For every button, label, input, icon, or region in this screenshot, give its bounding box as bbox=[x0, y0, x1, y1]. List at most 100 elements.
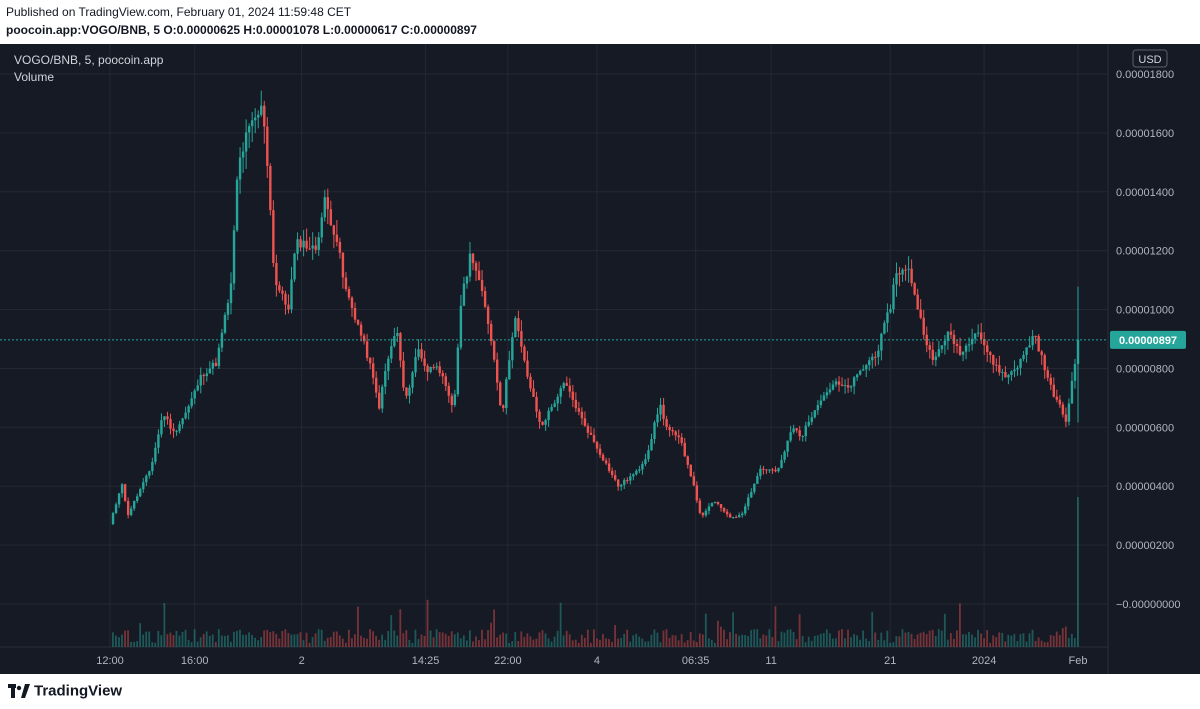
volume-bar bbox=[121, 634, 123, 647]
volume-bar bbox=[187, 639, 190, 647]
candle-body bbox=[226, 303, 230, 315]
candle-body bbox=[880, 333, 883, 351]
volume-bar bbox=[738, 635, 740, 647]
volume-bar bbox=[931, 629, 934, 647]
candle-body bbox=[883, 322, 886, 334]
volume-bar bbox=[928, 630, 931, 647]
volume-bar bbox=[535, 638, 538, 647]
candle-body bbox=[580, 411, 584, 419]
candle-body bbox=[940, 345, 944, 350]
candle-body bbox=[638, 469, 641, 471]
candle-body bbox=[477, 270, 481, 280]
candle-body bbox=[396, 332, 399, 337]
volume-bar bbox=[710, 639, 713, 647]
candle-body bbox=[326, 197, 329, 210]
volume-bar bbox=[992, 635, 995, 647]
candle-body bbox=[686, 456, 689, 465]
volume-bar bbox=[1070, 633, 1073, 647]
volume-bar bbox=[124, 630, 126, 647]
candle-body bbox=[722, 508, 726, 512]
candle-body bbox=[532, 388, 535, 397]
candle-body bbox=[831, 384, 835, 390]
volume-bar bbox=[169, 632, 172, 647]
candle-body bbox=[904, 269, 907, 271]
candle-body bbox=[375, 377, 378, 393]
volume-bar bbox=[937, 629, 940, 647]
candle-body bbox=[980, 332, 983, 340]
x-tick-label: 16:00 bbox=[181, 655, 209, 667]
volume-bar bbox=[118, 637, 120, 647]
candle-body bbox=[919, 309, 922, 318]
currency-badge[interactable] bbox=[1132, 49, 1168, 68]
volume-bar bbox=[726, 639, 728, 647]
candle-body bbox=[196, 385, 199, 391]
candle-body bbox=[136, 496, 139, 501]
candle-body bbox=[139, 489, 142, 497]
volume-bar bbox=[904, 632, 907, 647]
volume-bar bbox=[1073, 638, 1076, 647]
candle-body bbox=[937, 349, 941, 357]
volume-bar bbox=[847, 629, 849, 647]
volume-bar bbox=[499, 634, 502, 647]
volume-bar bbox=[317, 629, 320, 647]
volume-bar bbox=[723, 629, 725, 647]
volume-bar bbox=[626, 629, 629, 647]
volume-bar bbox=[402, 633, 405, 647]
candle-body bbox=[411, 372, 414, 388]
candle-body bbox=[822, 395, 826, 401]
candle-body bbox=[586, 425, 590, 433]
price-chart[interactable]: VOGO/BNB, 5, poocoin.app Volume USD 0.00… bbox=[0, 44, 1200, 674]
volume-bar bbox=[635, 633, 638, 647]
volume-bar bbox=[949, 633, 952, 647]
candle-body bbox=[133, 500, 136, 509]
tradingview-logo[interactable]: TradingView bbox=[8, 682, 122, 700]
volume-bar bbox=[641, 638, 644, 647]
x-tick-label: 21 bbox=[884, 655, 896, 667]
volume-bar bbox=[565, 630, 568, 647]
volume-bar bbox=[505, 633, 508, 647]
candle-body bbox=[344, 277, 348, 290]
candle-body bbox=[1034, 336, 1037, 338]
volume-bar bbox=[1067, 637, 1070, 647]
volume-bar bbox=[127, 630, 129, 647]
candle-body bbox=[378, 392, 381, 409]
volume-bar bbox=[251, 634, 253, 647]
volume-bar bbox=[943, 613, 946, 647]
volume-bar bbox=[151, 642, 154, 647]
candle-body bbox=[843, 385, 847, 387]
candle-body bbox=[683, 442, 686, 457]
volume-bar bbox=[236, 630, 238, 647]
volume-bar bbox=[780, 631, 783, 647]
volume-bar bbox=[671, 635, 674, 647]
candle-body bbox=[934, 356, 938, 361]
volume-bar bbox=[302, 640, 305, 647]
candle-body bbox=[223, 314, 227, 333]
volume-bar bbox=[859, 639, 861, 647]
candle-body bbox=[1058, 399, 1062, 405]
volume-bar bbox=[940, 630, 943, 647]
volume-bar bbox=[883, 640, 886, 647]
x-tick-label: 2 bbox=[299, 655, 305, 667]
volume-bar bbox=[484, 639, 486, 647]
volume-bar bbox=[441, 632, 444, 647]
candle-body bbox=[169, 419, 172, 429]
volume-bar bbox=[354, 634, 356, 647]
volume-bar bbox=[871, 611, 874, 647]
candle-body bbox=[441, 373, 444, 377]
candle-body bbox=[347, 289, 351, 298]
volume-bar bbox=[916, 634, 919, 647]
candle-body bbox=[229, 283, 233, 304]
volume-bar bbox=[157, 630, 160, 647]
volume-bar bbox=[735, 633, 737, 647]
volume-bar bbox=[541, 630, 544, 647]
chart-area[interactable]: VOGO/BNB, 5, poocoin.app Volume USD 0.00… bbox=[0, 44, 1200, 674]
candle-body bbox=[834, 381, 838, 385]
candle-body bbox=[447, 386, 450, 396]
candle-body bbox=[801, 436, 804, 438]
volume-bar bbox=[783, 632, 786, 647]
volume-bar bbox=[835, 638, 837, 647]
candle-body bbox=[438, 366, 441, 374]
volume-bar bbox=[707, 638, 710, 647]
candle-body bbox=[710, 503, 714, 507]
candle-body bbox=[154, 447, 157, 462]
